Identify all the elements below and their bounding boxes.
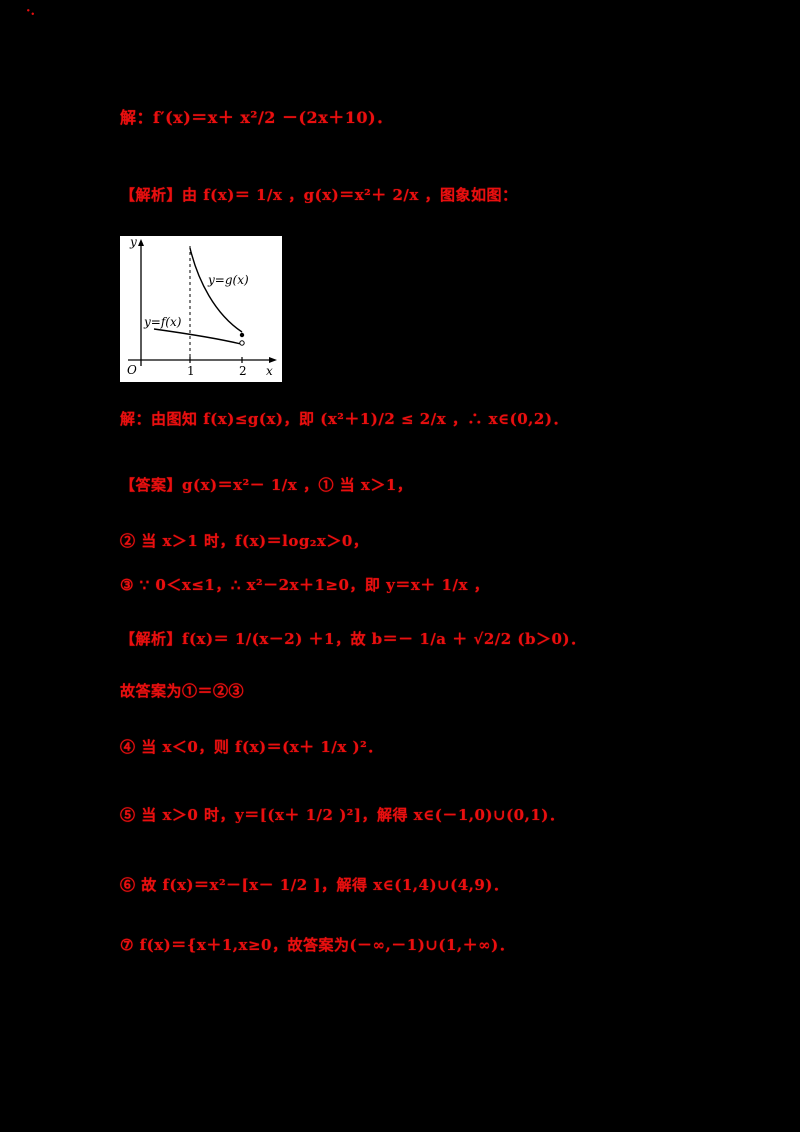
x-axis-arrow bbox=[269, 357, 277, 363]
solution-line-1: 解：f′(x)＝x＋ x²∕2 －(2x＋10)． bbox=[120, 108, 393, 127]
solution-line-10: ⑤ 当 x＞0 时，y＝[(x＋ 1∕2 )²]，解得 x∈(－1,0)∪(0,… bbox=[120, 806, 565, 824]
solution-line-5: ② 当 x＞1 时，f(x)＝log₂x＞0， bbox=[120, 532, 369, 550]
curve-f-label: y=f(x) bbox=[143, 315, 182, 329]
function-graph-figure: y x O 1 2 y=g(x) y=f(x) bbox=[120, 236, 282, 382]
solution-line-11: ⑥ 故 f(x)＝x²－[x－ 1∕2 ]，解得 x∈(1,4)∪(4,9)． bbox=[120, 876, 509, 894]
curve-f bbox=[153, 328, 242, 345]
endpoint-open-dot bbox=[239, 340, 245, 346]
solution-line-9: ④ 当 x＜0，则 f(x)＝(x＋ 1∕x )²． bbox=[120, 738, 383, 756]
tick1-label: 1 bbox=[187, 364, 195, 378]
solution-line-3: 解：由图知 f(x)≤g(x)，即 (x²＋1)∕2 ≤ 2∕x ，∴ x∈(0… bbox=[120, 410, 568, 428]
tick2-label: 2 bbox=[239, 364, 247, 378]
solution-line-7: 【解析】f(x)＝ 1∕(x－2) ＋1，故 b＝－ 1∕a ＋ √2∕2 (b… bbox=[120, 630, 586, 648]
endpoint-dot bbox=[239, 332, 245, 338]
x-axis-label: x bbox=[266, 364, 273, 378]
y-axis-arrow bbox=[138, 239, 144, 246]
stray-red-mark: ·. bbox=[26, 4, 36, 19]
solution-line-4: 【答案】g(x)＝x²－ 1∕x ，① 当 x＞1， bbox=[120, 476, 413, 494]
solution-line-2: 【解析】由 f(x)＝ 1∕x ，g(x)＝x²＋ 2∕x ，图象如图： bbox=[120, 186, 518, 204]
solution-line-12: ⑦ f(x)＝{x＋1,x≥0，故答案为(－∞,－1)∪(1,＋∞)． bbox=[120, 936, 515, 954]
solution-line-8: 故答案为①＝②③ bbox=[120, 682, 245, 700]
curve-g bbox=[189, 247, 243, 333]
graph-canvas: y x O 1 2 y=g(x) y=f(x) bbox=[127, 236, 277, 378]
curve-g-label: y=g(x) bbox=[207, 273, 249, 287]
origin-label: O bbox=[127, 363, 137, 377]
solution-line-6: ③ ∵ 0＜x≤1，∴ x²－2x＋1≥0，即 y＝x＋ 1∕x ， bbox=[120, 576, 490, 594]
y-axis-label: y bbox=[129, 236, 137, 249]
